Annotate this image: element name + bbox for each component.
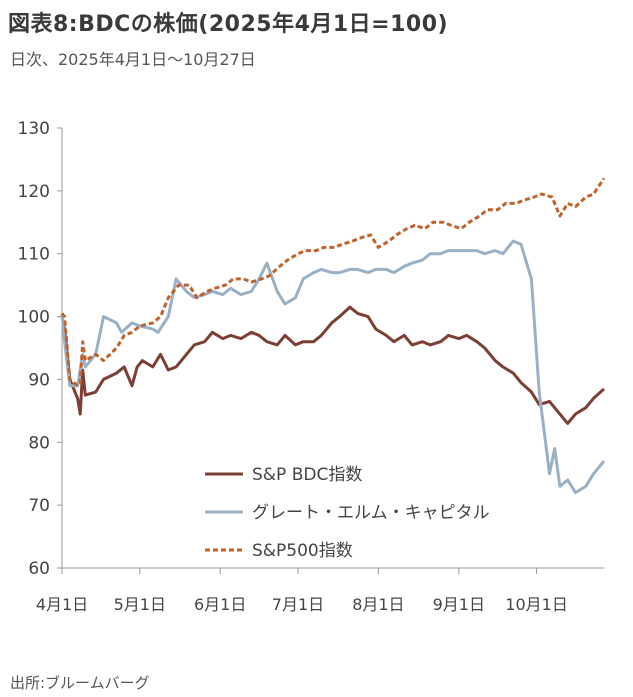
series-line-2 xyxy=(60,239,606,495)
x-tick-label: 4月1日 xyxy=(36,595,88,614)
chart-title: 図表8:BDCの株価(2025年4月1日=100) xyxy=(8,12,449,37)
x-tick-label: 6月1日 xyxy=(194,595,246,614)
legend-label-2: グレート・エルム・キャピタル xyxy=(252,503,490,523)
series-line-3 xyxy=(60,177,606,388)
chart-source: 出所:ブルームバーグ xyxy=(10,674,150,692)
y-tick-label: 80 xyxy=(28,433,50,453)
chart-axes: 60 70 80 90 100 110 120 130 4月1日 5月1日 6月1日 7月1日 8月1日… xyxy=(18,119,604,614)
y-tick-label: 120 xyxy=(18,182,50,202)
legend-label-3: S&P500指数 xyxy=(252,541,353,561)
chart-subtitle: 日次、2025年4月1日～10月27日 xyxy=(10,50,256,69)
y-tick-label: 60 xyxy=(28,559,50,579)
x-tick-label: 7月1日 xyxy=(272,595,324,614)
legend-label-1: S&P BDC指数 xyxy=(252,465,362,485)
y-tick-label: 70 xyxy=(28,496,50,516)
x-tick-label: 5月1日 xyxy=(114,595,166,614)
x-tick-label: 8月1日 xyxy=(352,595,404,614)
y-tick-label: 110 xyxy=(18,245,50,265)
series-line-1 xyxy=(60,305,606,425)
y-tick-label: 100 xyxy=(18,308,50,328)
chart-series xyxy=(60,177,606,495)
x-tick-label: 10月1日 xyxy=(505,595,568,614)
y-tick-label: 130 xyxy=(18,119,50,139)
x-tick-label: 9月1日 xyxy=(433,595,485,614)
y-tick-label: 90 xyxy=(28,370,50,390)
